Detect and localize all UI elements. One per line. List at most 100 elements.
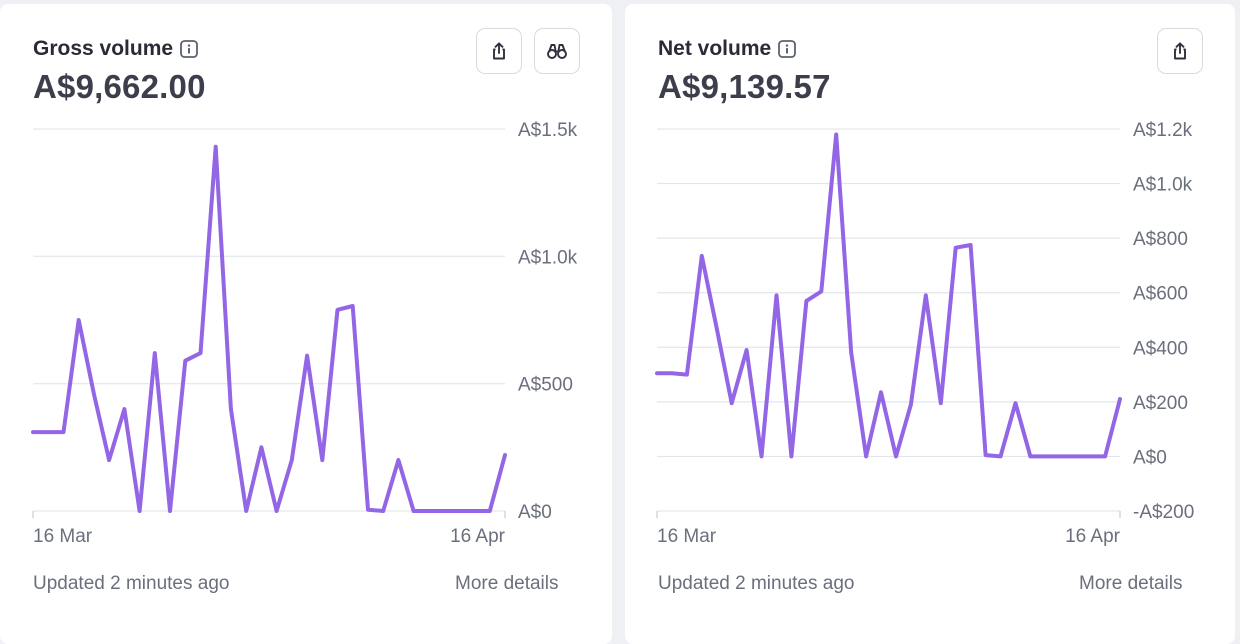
- x-start-label: 16 Mar: [33, 526, 93, 547]
- data-point[interactable]: [788, 453, 794, 459]
- data-point[interactable]: [350, 303, 356, 309]
- more-details-link[interactable]: More details: [1079, 573, 1183, 594]
- data-point[interactable]: [1027, 453, 1033, 459]
- y-tick-label: A$200: [1133, 393, 1188, 414]
- data-point[interactable]: [1117, 396, 1123, 402]
- card-title: Gross volume: [33, 37, 174, 60]
- data-point[interactable]: [380, 508, 386, 514]
- info-icon[interactable]: [778, 40, 797, 58]
- data-point[interactable]: [213, 144, 219, 150]
- y-tick-label: A$400: [1133, 338, 1188, 359]
- data-point[interactable]: [121, 406, 127, 412]
- share-icon: [493, 42, 505, 60]
- data-point[interactable]: [243, 508, 249, 514]
- data-point[interactable]: [395, 457, 401, 463]
- data-point[interactable]: [983, 452, 989, 458]
- data-point[interactable]: [426, 508, 432, 514]
- series-line: [31, 144, 507, 513]
- data-point[interactable]: [487, 508, 493, 514]
- data-point[interactable]: [411, 508, 417, 514]
- data-point[interactable]: [152, 350, 158, 356]
- data-point[interactable]: [714, 325, 720, 331]
- data-point[interactable]: [137, 508, 143, 514]
- gross-volume-amount: A$9,662.00: [33, 68, 206, 105]
- data-point[interactable]: [472, 508, 478, 514]
- data-point[interactable]: [744, 347, 750, 353]
- data-point[interactable]: [998, 453, 1004, 459]
- data-point[interactable]: [848, 350, 854, 356]
- data-point[interactable]: [953, 245, 959, 251]
- data-point[interactable]: [1042, 453, 1048, 459]
- data-point[interactable]: [1012, 400, 1018, 406]
- net-volume-card: -A$200 A$0 A$200 A$400 A$600 A$800 A$1.0k A$1.2…: [625, 4, 1235, 644]
- y-tick-label: A$0: [518, 502, 552, 523]
- data-point[interactable]: [197, 350, 203, 356]
- data-point[interactable]: [106, 457, 112, 463]
- gross-volume-header: Gross volume: [33, 37, 198, 61]
- data-point[interactable]: [365, 507, 371, 513]
- data-point[interactable]: [45, 429, 51, 435]
- data-point[interactable]: [1057, 453, 1063, 459]
- data-point[interactable]: [773, 292, 779, 298]
- data-point[interactable]: [699, 253, 705, 259]
- y-tick-label: A$1.0k: [1133, 175, 1193, 196]
- data-point[interactable]: [818, 288, 824, 294]
- data-point[interactable]: [441, 508, 447, 514]
- data-point[interactable]: [304, 353, 310, 359]
- data-point[interactable]: [863, 453, 869, 459]
- series-line: [655, 132, 1122, 459]
- y-tick-label: A$1.0k: [518, 247, 578, 268]
- data-point[interactable]: [502, 452, 508, 458]
- y-tick-label: A$500: [518, 375, 573, 396]
- updated-status: Updated 2 minutes ago: [658, 573, 855, 594]
- data-point[interactable]: [335, 307, 341, 313]
- y-tick-label: A$1.5k: [518, 120, 578, 141]
- y-tick-label: A$0: [1133, 447, 1167, 468]
- data-point[interactable]: [258, 444, 264, 450]
- more-details-link[interactable]: More details: [455, 573, 559, 594]
- gross-volume-card: A$0 A$500 A$1.0k A$1.5k 16 Mar 16 Apr Gross v…: [0, 4, 612, 644]
- data-point[interactable]: [228, 406, 234, 412]
- explore-button[interactable]: [534, 28, 580, 74]
- data-point[interactable]: [803, 298, 809, 304]
- data-point[interactable]: [654, 370, 660, 376]
- data-point[interactable]: [182, 358, 188, 364]
- net-volume-header: Net volume: [658, 37, 797, 61]
- gross-volume-chart: A$0 A$500 A$1.0k A$1.5k 16 Mar 16 Apr: [30, 120, 578, 547]
- data-point[interactable]: [456, 508, 462, 514]
- data-point[interactable]: [729, 400, 735, 406]
- share-button[interactable]: [476, 28, 522, 74]
- data-point[interactable]: [76, 317, 82, 323]
- x-end-label: 16 Apr: [1065, 526, 1121, 547]
- data-point[interactable]: [1102, 453, 1108, 459]
- data-point[interactable]: [60, 429, 66, 435]
- y-tick-label: A$1.2k: [1133, 120, 1193, 141]
- updated-status: Updated 2 minutes ago: [33, 573, 230, 594]
- data-point[interactable]: [833, 131, 839, 137]
- data-point[interactable]: [684, 372, 690, 378]
- y-tick-label: A$600: [1133, 284, 1188, 305]
- data-point[interactable]: [923, 292, 929, 298]
- data-point[interactable]: [878, 389, 884, 395]
- data-point[interactable]: [319, 457, 325, 463]
- data-point[interactable]: [968, 242, 974, 248]
- data-point[interactable]: [759, 453, 765, 459]
- data-point[interactable]: [1072, 453, 1078, 459]
- x-start-label: 16 Mar: [657, 526, 717, 547]
- y-tick-label: A$800: [1133, 229, 1188, 250]
- net-volume-amount: A$9,139.57: [658, 68, 831, 105]
- data-point[interactable]: [167, 508, 173, 514]
- x-end-label: 16 Apr: [450, 526, 506, 547]
- share-button[interactable]: [1157, 28, 1203, 74]
- data-point[interactable]: [1087, 453, 1093, 459]
- data-point[interactable]: [289, 457, 295, 463]
- data-point[interactable]: [274, 508, 280, 514]
- data-point[interactable]: [30, 429, 36, 435]
- info-icon[interactable]: [180, 40, 198, 58]
- data-point[interactable]: [938, 400, 944, 406]
- data-point[interactable]: [91, 391, 97, 397]
- data-point[interactable]: [908, 402, 914, 408]
- net-volume-chart: -A$200 A$0 A$200 A$400 A$600 A$800 A$1.0k A$1.2…: [654, 120, 1194, 547]
- data-point[interactable]: [669, 370, 675, 376]
- data-point[interactable]: [893, 453, 899, 459]
